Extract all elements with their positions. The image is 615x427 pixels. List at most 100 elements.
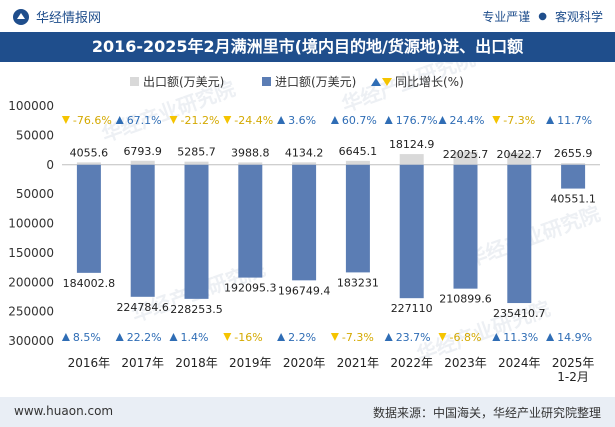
- import-bar: [507, 164, 532, 304]
- y-tick-label: 150000: [8, 246, 54, 260]
- import-growth-label: -7.3%: [342, 331, 374, 344]
- bullet-icon: ●: [538, 11, 547, 22]
- import-bar: [130, 164, 155, 297]
- y-tick-label: 300000: [8, 334, 54, 348]
- import-value-label: 228253.5: [170, 303, 223, 316]
- export-value-label: 6645.1: [339, 145, 378, 158]
- growth-up-icon: [384, 333, 393, 341]
- import-value-label: 40551.1: [550, 193, 596, 206]
- x-tick-label-line: 2019年: [229, 356, 272, 370]
- export-bar: [453, 151, 478, 165]
- import-value-label: 224784.6: [116, 301, 169, 314]
- import-bar: [399, 164, 424, 299]
- import-growth-label: -16%: [234, 331, 262, 344]
- export-growth-label: -7.3%: [503, 114, 535, 127]
- export-value-label: 6793.9: [123, 145, 162, 158]
- x-tick-label-line: 2020年: [283, 356, 326, 370]
- growth-down-icon: [492, 116, 501, 124]
- export-value-label: 22025.7: [443, 148, 489, 161]
- x-tick-label: 2018年: [175, 356, 218, 370]
- legend-growth-icon: [382, 78, 392, 86]
- x-tick-label: 2024年: [498, 356, 541, 370]
- x-tick-label-line: 2025年: [552, 356, 595, 370]
- brand: 华经情报网: [12, 7, 101, 26]
- website-link[interactable]: www.huaon.com: [14, 404, 114, 418]
- growth-up-icon: [384, 116, 393, 124]
- growth-up-icon: [546, 333, 555, 341]
- growth-up-icon: [277, 116, 286, 124]
- export-growth-label: -24.4%: [234, 114, 273, 127]
- legend-export-label: 出口额(万美元): [143, 75, 224, 89]
- export-bar: [507, 152, 532, 165]
- tagline: 专业严谨 ● 客观科学: [482, 8, 603, 25]
- x-tick-label-line: 2018年: [175, 356, 218, 370]
- export-growth-label: 67.1%: [127, 114, 162, 127]
- tag-professional: 专业严谨: [482, 10, 531, 24]
- export-growth-label: 176.7%: [396, 114, 438, 127]
- x-tick-label-line: 1-2月: [557, 370, 589, 384]
- growth-down-icon: [223, 116, 232, 124]
- export-value-label: 2655.9: [554, 147, 593, 160]
- x-tick-label-line: 2022年: [390, 356, 433, 370]
- data-labels: 4055.6 184002.8 -76.6% 8.5% 2016年 6793.9 22478…: [61, 114, 596, 384]
- legend-export-swatch: [130, 77, 139, 86]
- x-tick-label: 2022年: [390, 356, 433, 370]
- growth-up-icon: [492, 333, 501, 341]
- import-value-label: 210899.6: [439, 293, 492, 306]
- x-tick-label-line: 2024年: [498, 356, 541, 370]
- growth-up-icon: [330, 116, 339, 124]
- import-value-label: 183231: [337, 276, 379, 289]
- x-tick-label: 2021年: [337, 356, 380, 370]
- import-growth-label: 8.5%: [73, 331, 101, 344]
- x-tick-label: 2025年 1-2月: [552, 356, 595, 384]
- import-growth-label: 11.3%: [503, 331, 538, 344]
- import-value-label: 235410.7: [493, 307, 546, 320]
- import-growth-label: -6.8%: [450, 331, 482, 344]
- export-value-label: 18124.9: [389, 138, 435, 151]
- export-growth-label: -76.6%: [73, 114, 112, 127]
- export-bar: [345, 160, 370, 165]
- y-tick-label: 100000: [8, 217, 54, 231]
- y-tick-label: 50000: [16, 187, 54, 201]
- import-growth-label: 23.7%: [396, 331, 431, 344]
- growth-up-icon: [277, 333, 286, 341]
- import-growth-label: 1.4%: [181, 331, 209, 344]
- import-bar: [292, 164, 317, 281]
- export-growth-label: 60.7%: [342, 114, 377, 127]
- x-tick-label: 2020年: [283, 356, 326, 370]
- export-bar: [76, 162, 101, 165]
- export-growth-label: 3.6%: [288, 114, 316, 127]
- logo-icon: [13, 8, 29, 25]
- growth-up-icon: [115, 333, 124, 341]
- y-tick-label: 50000: [16, 128, 54, 142]
- data-source: 数据来源：中国海关，华经产业研究院整理: [372, 406, 601, 420]
- legend-growth-icon-up: [371, 78, 381, 86]
- import-value-label: 196749.4: [278, 284, 331, 297]
- import-bar: [76, 164, 101, 273]
- legend: 出口额(万美元) 进口额(万美元) 同比增长(%): [130, 75, 464, 89]
- growth-down-icon: [61, 116, 70, 124]
- export-bar: [561, 163, 586, 165]
- x-tick-label-line: 2017年: [121, 356, 164, 370]
- tag-objective: 客观科学: [554, 10, 603, 24]
- export-growth-label: 24.4%: [450, 114, 485, 127]
- growth-up-icon: [438, 116, 447, 124]
- export-bar: [399, 154, 424, 165]
- x-tick-label-line: 2016年: [68, 356, 111, 370]
- import-growth-label: 2.2%: [288, 331, 316, 344]
- x-tick-label-line: 2021年: [337, 356, 380, 370]
- export-value-label: 3988.8: [231, 146, 270, 159]
- import-bar: [184, 164, 209, 299]
- x-tick-label: 2019年: [229, 356, 272, 370]
- growth-up-icon: [169, 333, 178, 341]
- export-bar: [238, 162, 263, 165]
- legend-growth-label: 同比增长(%): [395, 75, 464, 89]
- y-tick-label: 100000: [8, 99, 54, 113]
- y-tick-label: 200000: [8, 275, 54, 289]
- import-bar: [345, 164, 370, 273]
- export-growth-label: -21.2%: [181, 114, 220, 127]
- brand-name: 华经情报网: [36, 11, 102, 26]
- import-growth-label: 14.9%: [557, 331, 592, 344]
- chart-title: 2016-2025年2月满洲里市(境内目的地/货源地)进、出口额: [0, 32, 615, 62]
- growth-up-icon: [61, 333, 70, 341]
